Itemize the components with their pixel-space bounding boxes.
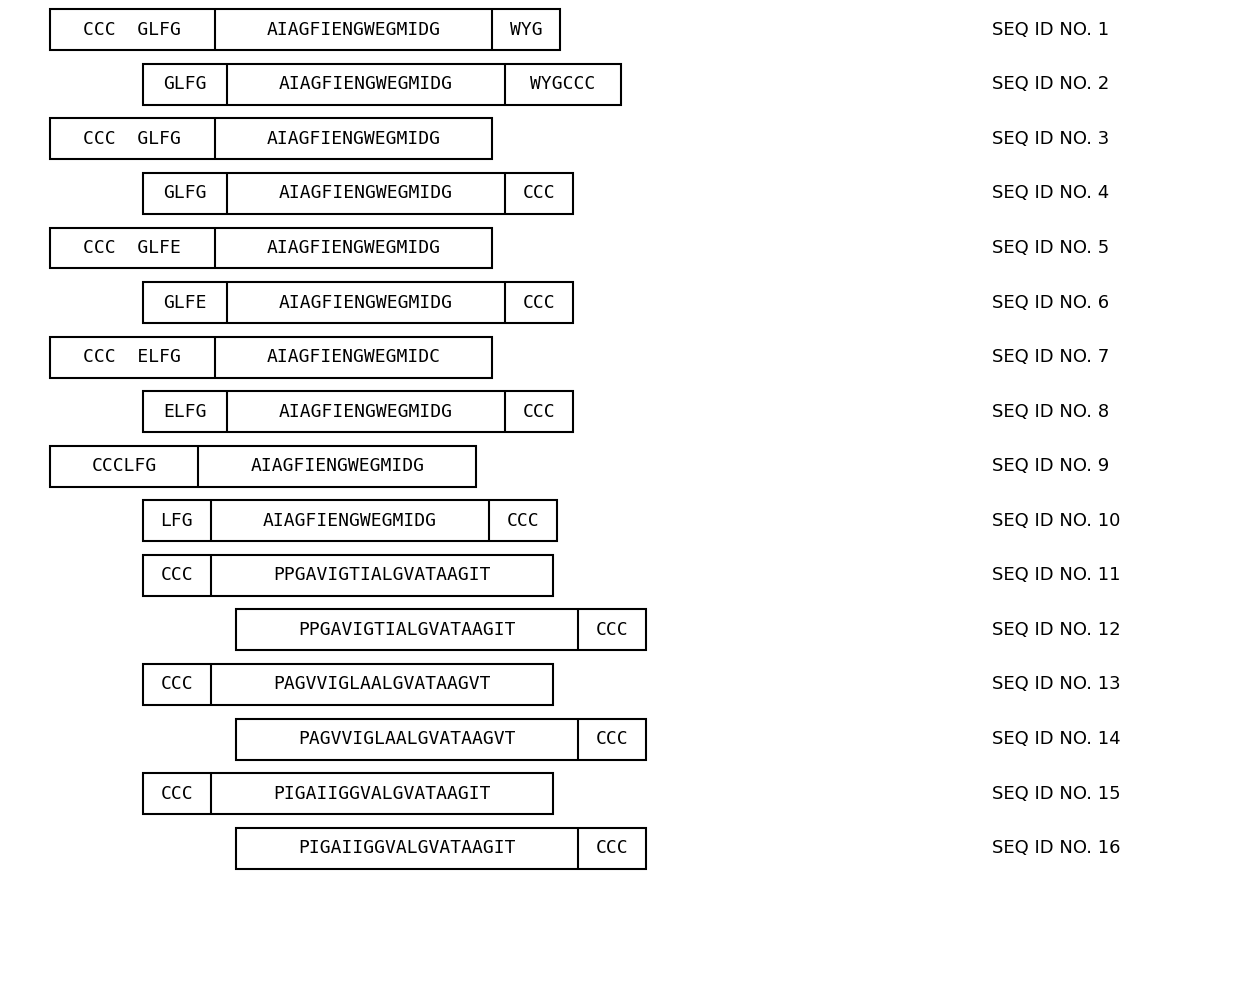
Text: CCC  ELFG: CCC ELFG <box>83 348 181 366</box>
FancyBboxPatch shape <box>50 336 492 378</box>
Text: LFG: LFG <box>160 512 193 530</box>
Text: SEQ ID NO. 14: SEQ ID NO. 14 <box>992 730 1121 748</box>
Text: GLFG: GLFG <box>162 75 207 93</box>
Text: AIAGFIENGWEGMIDG: AIAGFIENGWEGMIDG <box>279 185 453 202</box>
Text: AIAGFIENGWEGMIDG: AIAGFIENGWEGMIDG <box>267 21 440 39</box>
Text: AIAGFIENGWEGMIDG: AIAGFIENGWEGMIDG <box>279 294 453 311</box>
Text: SEQ ID NO. 7: SEQ ID NO. 7 <box>992 348 1110 366</box>
FancyBboxPatch shape <box>50 227 492 269</box>
Text: SEQ ID NO. 16: SEQ ID NO. 16 <box>992 839 1121 857</box>
Text: SEQ ID NO. 9: SEQ ID NO. 9 <box>992 457 1110 475</box>
Text: SEQ ID NO. 15: SEQ ID NO. 15 <box>992 785 1121 803</box>
Text: CCC: CCC <box>522 185 556 202</box>
Text: AIAGFIENGWEGMIDG: AIAGFIENGWEGMIDG <box>279 75 453 93</box>
Text: CCC: CCC <box>160 676 193 693</box>
Text: PIGAIIGGVALGVATAAGIT: PIGAIIGGVALGVATAAGIT <box>298 839 516 857</box>
FancyBboxPatch shape <box>236 718 646 760</box>
Text: CCC: CCC <box>595 730 629 748</box>
FancyBboxPatch shape <box>236 827 646 869</box>
Text: CCC  GLFG: CCC GLFG <box>83 21 181 39</box>
Text: SEQ ID NO. 13: SEQ ID NO. 13 <box>992 676 1121 693</box>
Text: CCC: CCC <box>160 785 193 803</box>
FancyBboxPatch shape <box>143 500 557 542</box>
Text: AIAGFIENGWEGMIDG: AIAGFIENGWEGMIDG <box>279 403 453 421</box>
Text: CCC  GLFE: CCC GLFE <box>83 239 181 257</box>
Text: AIAGFIENGWEGMIDC: AIAGFIENGWEGMIDC <box>267 348 440 366</box>
Text: SEQ ID NO. 3: SEQ ID NO. 3 <box>992 130 1110 148</box>
Text: AIAGFIENGWEGMIDG: AIAGFIENGWEGMIDG <box>267 130 440 148</box>
FancyBboxPatch shape <box>143 555 553 596</box>
Text: PPGAVIGTIALGVATAAGIT: PPGAVIGTIALGVATAAGIT <box>273 566 491 584</box>
FancyBboxPatch shape <box>50 445 476 487</box>
Text: PAGVVIGLAALGVATAAGVT: PAGVVIGLAALGVATAAGVT <box>298 730 516 748</box>
Text: CCC: CCC <box>522 294 556 311</box>
Text: AIAGFIENGWEGMIDG: AIAGFIENGWEGMIDG <box>267 239 440 257</box>
FancyBboxPatch shape <box>143 773 553 814</box>
Text: SEQ ID NO. 10: SEQ ID NO. 10 <box>992 512 1121 530</box>
Text: CCC: CCC <box>160 566 193 584</box>
Text: CCC: CCC <box>595 839 629 857</box>
Text: ELFG: ELFG <box>162 403 207 421</box>
Text: SEQ ID NO. 12: SEQ ID NO. 12 <box>992 621 1121 639</box>
Text: PIGAIIGGVALGVATAAGIT: PIGAIIGGVALGVATAAGIT <box>273 785 491 803</box>
Text: SEQ ID NO. 4: SEQ ID NO. 4 <box>992 185 1110 202</box>
Text: CCC: CCC <box>595 621 629 639</box>
FancyBboxPatch shape <box>143 173 573 214</box>
FancyBboxPatch shape <box>143 391 573 433</box>
FancyBboxPatch shape <box>143 664 553 705</box>
Text: AIAGFIENGWEGMIDG: AIAGFIENGWEGMIDG <box>250 457 424 475</box>
Text: AIAGFIENGWEGMIDG: AIAGFIENGWEGMIDG <box>263 512 436 530</box>
Text: CCC: CCC <box>506 512 539 530</box>
Text: SEQ ID NO. 2: SEQ ID NO. 2 <box>992 75 1110 93</box>
Text: GLFG: GLFG <box>162 185 207 202</box>
Text: SEQ ID NO. 8: SEQ ID NO. 8 <box>992 403 1109 421</box>
Text: WYG: WYG <box>510 21 543 39</box>
Text: CCC  GLFG: CCC GLFG <box>83 130 181 148</box>
FancyBboxPatch shape <box>143 282 573 323</box>
Text: SEQ ID NO. 1: SEQ ID NO. 1 <box>992 21 1109 39</box>
Text: GLFE: GLFE <box>162 294 207 311</box>
FancyBboxPatch shape <box>50 9 560 51</box>
Text: PPGAVIGTIALGVATAAGIT: PPGAVIGTIALGVATAAGIT <box>298 621 516 639</box>
Text: CCC: CCC <box>522 403 556 421</box>
FancyBboxPatch shape <box>143 63 621 105</box>
FancyBboxPatch shape <box>50 118 492 160</box>
Text: SEQ ID NO. 5: SEQ ID NO. 5 <box>992 239 1110 257</box>
FancyBboxPatch shape <box>236 609 646 651</box>
Text: SEQ ID NO. 6: SEQ ID NO. 6 <box>992 294 1109 311</box>
Text: PAGVVIGLAALGVATAAGVT: PAGVVIGLAALGVATAAGVT <box>273 676 491 693</box>
Text: WYGCCC: WYGCCC <box>531 75 595 93</box>
Text: SEQ ID NO. 11: SEQ ID NO. 11 <box>992 566 1121 584</box>
Text: CCCLFG: CCCLFG <box>92 457 156 475</box>
